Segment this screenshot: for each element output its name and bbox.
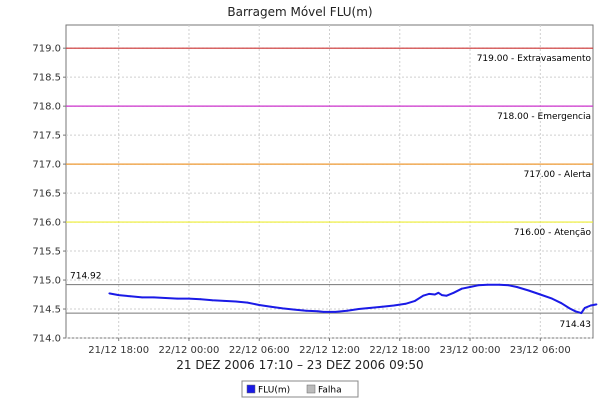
data-point	[539, 293, 542, 296]
data-point	[580, 312, 583, 314]
data-point	[393, 304, 395, 307]
data-point	[469, 286, 471, 288]
y-tick-label: 718.0	[32, 102, 61, 113]
data-point	[346, 309, 348, 312]
series-line-flu	[109, 283, 597, 315]
data-point	[117, 294, 120, 296]
data-point	[316, 310, 319, 313]
data-point	[574, 310, 577, 313]
data-point	[441, 294, 443, 296]
data-point	[560, 302, 563, 305]
data-point	[305, 309, 307, 312]
data-point	[188, 297, 190, 300]
data-point	[414, 300, 416, 302]
x-tick-label: 23/12 06:00	[510, 345, 571, 356]
y-tick-label: 714.0	[32, 334, 61, 345]
data-point	[527, 289, 530, 292]
y-tick-label: 715.5	[32, 247, 61, 258]
data-point	[486, 283, 489, 286]
y-tick-label: 717.5	[32, 131, 61, 142]
y-tick-label: 718.5	[32, 73, 61, 84]
threshold-label: 717.00 - Alerta	[524, 170, 591, 180]
data-point	[551, 297, 553, 300]
legend-swatch	[306, 384, 316, 394]
data-point	[258, 304, 261, 306]
data-point	[129, 295, 132, 298]
data-point	[369, 307, 372, 309]
chart-subtitle: 21 DEZ 2006 17:10 – 23 DEZ 2006 09:50	[176, 358, 423, 372]
x-tick-label: 23/12 00:00	[440, 345, 501, 356]
legend-label: Falha	[318, 386, 342, 396]
y-tick-label: 716.5	[32, 189, 61, 200]
x-tick-label: 22/12 00:00	[159, 345, 220, 356]
data-point	[477, 284, 480, 287]
threshold-label: 719.00 - Extravasamento	[477, 54, 592, 64]
data-point	[322, 311, 325, 313]
data-point	[293, 308, 296, 311]
data-point	[498, 283, 501, 286]
data-point	[437, 291, 440, 294]
data-point	[270, 305, 272, 308]
data-point	[445, 294, 448, 297]
threshold-label: 716.00 - Atenção	[514, 228, 592, 238]
data-point	[589, 304, 592, 307]
y-tick-label: 719.0	[32, 44, 61, 55]
data-layer	[66, 47, 598, 315]
data-point	[422, 294, 425, 297]
data-point	[141, 296, 144, 299]
data-point	[381, 305, 384, 308]
y-tick-label: 716.0	[32, 218, 61, 229]
data-point	[281, 307, 284, 310]
data-point	[583, 307, 586, 309]
data-point	[176, 297, 179, 300]
legend-label: FLU(m)	[258, 386, 290, 396]
threshold-label: 718.00 - Emergencia	[497, 112, 591, 122]
y-tick-label: 714.5	[32, 305, 61, 316]
data-point	[568, 307, 571, 310]
data-point	[404, 302, 407, 305]
x-tick-label: 22/12 06:00	[229, 345, 290, 356]
data-point	[595, 303, 598, 306]
y-tick-label: 715.0	[32, 276, 61, 287]
data-point	[357, 308, 360, 310]
data-point	[199, 298, 202, 301]
y-tick-label: 717.0	[32, 160, 61, 171]
data-point	[152, 296, 155, 299]
grid-layer	[65, 24, 594, 339]
x-tick-label: 22/12 12:00	[299, 345, 360, 356]
labels-layer: 719.00 - Extravasamento 718.00 - Emergenc…	[70, 54, 592, 398]
legend-swatch	[246, 384, 256, 394]
data-point	[428, 293, 430, 295]
legend-box	[241, 380, 359, 398]
data-point	[234, 300, 237, 303]
data-point	[452, 291, 455, 294]
data-point	[507, 284, 510, 287]
min-value-label: 714.43	[560, 320, 592, 330]
data-point	[460, 287, 463, 290]
data-point	[211, 299, 214, 302]
data-point	[108, 292, 111, 295]
max-value-label: 714.92	[70, 272, 102, 282]
x-tick-label: 21/12 18:00	[88, 345, 149, 356]
chart-title: Barragem Móvel FLU(m)	[227, 5, 372, 19]
data-point	[516, 286, 518, 288]
axes-layer: 714.0 714.5 715.0 715.5 716.0 716.5 717.0 717.5…	[32, 44, 570, 356]
x-tick-label: 22/12 18:00	[369, 345, 430, 356]
data-point	[434, 293, 436, 296]
data-point	[223, 300, 226, 302]
data-point	[246, 301, 249, 304]
data-point	[164, 297, 167, 299]
data-point	[334, 311, 337, 313]
